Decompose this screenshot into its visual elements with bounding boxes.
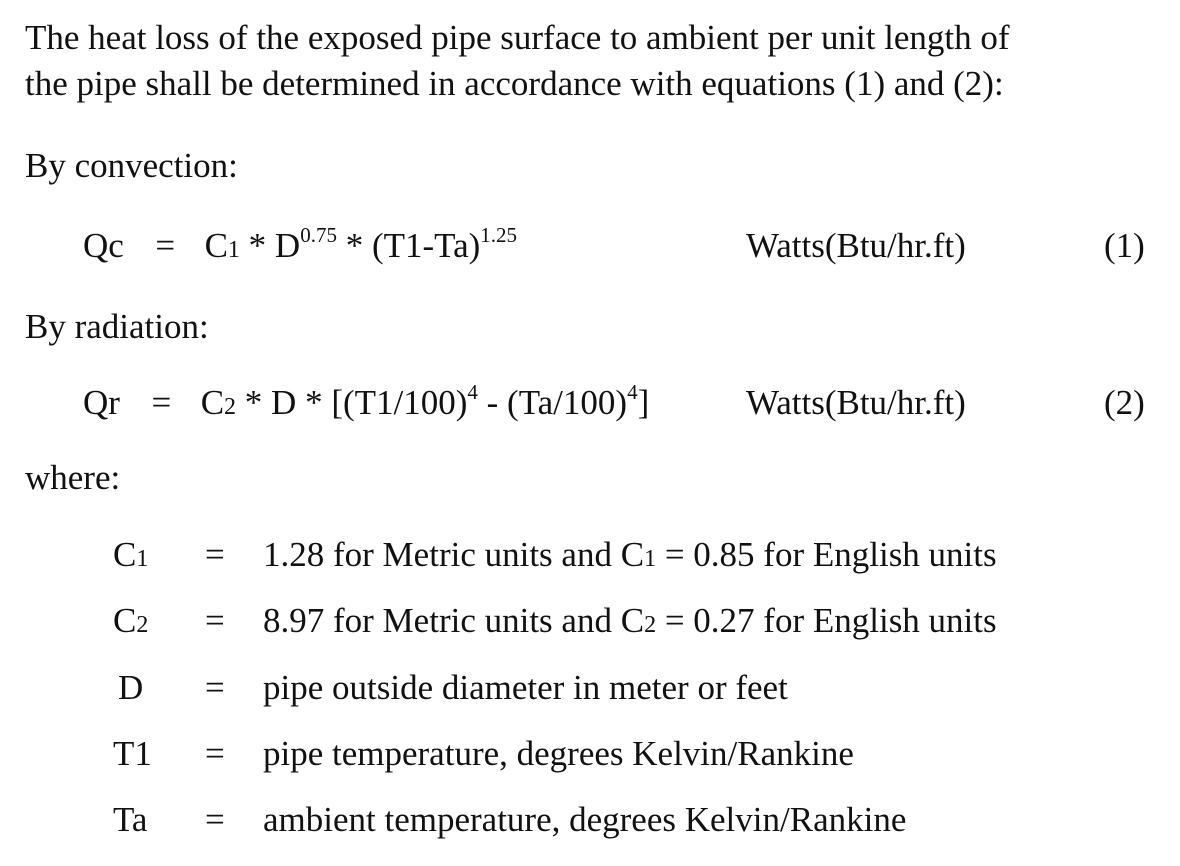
- convection-diameter-exponent: 0.75: [300, 223, 337, 247]
- definition-text: ambient temperature, degrees Kelvin/Rank…: [263, 800, 907, 839]
- definition-text: 8.97 for Metric units and C2 = 0.27 for …: [263, 601, 997, 640]
- definition-symbol: D: [118, 668, 144, 707]
- where-label: where:: [25, 458, 121, 497]
- definition-text: pipe outside diameter in meter or feet: [263, 668, 788, 707]
- intro-line-1: The heat loss of the exposed pipe surfac…: [25, 18, 1010, 57]
- convection-temp-term: * (T1-Ta): [336, 226, 481, 265]
- convection-equation-number: (1): [1104, 226, 1145, 265]
- definition-symbol: T1: [113, 734, 152, 773]
- radiation-heading: By radiation:: [25, 307, 209, 346]
- definition-equals: =: [205, 535, 225, 574]
- radiation-lhs: Qr: [83, 383, 120, 422]
- radiation-equals: =: [151, 383, 172, 422]
- definition-equals: =: [205, 734, 225, 773]
- radiation-term-1: * D * [(T1/100): [236, 383, 468, 422]
- radiation-equation: Qr = C2 * D * [(T1/100)4 - (Ta/100)4]: [83, 382, 650, 422]
- radiation-exponent-2: 4: [627, 380, 638, 404]
- convection-equals: =: [155, 226, 176, 265]
- convection-diameter-term: * D: [239, 226, 301, 265]
- definition-equals: =: [205, 800, 225, 839]
- convection-coefficient: C1: [204, 226, 240, 265]
- convection-lhs: Qc: [83, 226, 124, 265]
- radiation-term-2: - (Ta/100): [477, 383, 628, 422]
- definition-symbol: Ta: [113, 800, 148, 839]
- radiation-equation-number: (2): [1104, 383, 1145, 422]
- intro-line-2: the pipe shall be determined in accordan…: [25, 64, 1004, 103]
- definition-symbol: C1: [113, 535, 149, 574]
- definition-equals: =: [205, 601, 225, 640]
- convection-equation: Qc = C1 * D0.75 * (T1-Ta)1.25: [83, 225, 517, 265]
- definition-text: pipe temperature, degrees Kelvin/Rankine: [263, 734, 854, 773]
- radiation-term-3: ]: [637, 383, 650, 422]
- convection-heading: By convection:: [25, 146, 238, 185]
- radiation-coefficient: C2: [200, 383, 237, 422]
- radiation-units: Watts(Btu/hr.ft): [746, 383, 966, 422]
- definition-equals: =: [205, 668, 225, 707]
- convection-units: Watts(Btu/hr.ft): [746, 226, 966, 265]
- convection-temp-exponent: 1.25: [480, 223, 518, 247]
- radiation-exponent-1: 4: [467, 380, 478, 404]
- definition-text: 1.28 for Metric units and C1 = 0.85 for …: [263, 535, 997, 574]
- definition-symbol: C2: [113, 601, 149, 640]
